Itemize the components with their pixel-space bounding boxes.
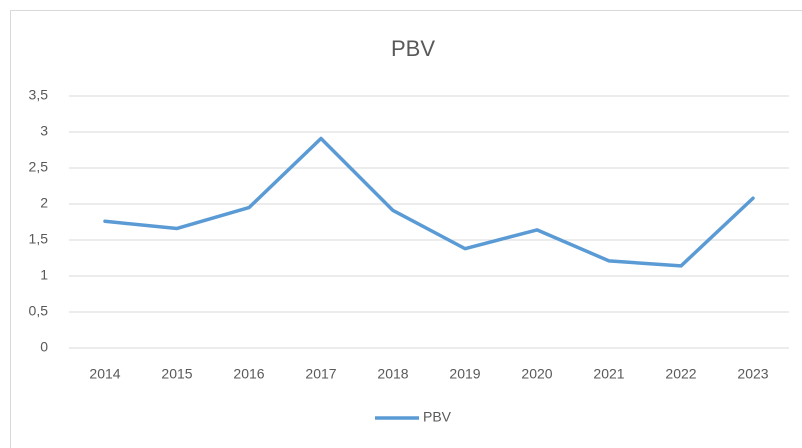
y-tick-label: 0,5 — [29, 303, 49, 319]
y-tick-label: 0 — [40, 339, 48, 355]
x-tick-label: 2017 — [305, 366, 336, 382]
x-tick-label: 2019 — [449, 366, 480, 382]
y-tick-label: 3,5 — [29, 87, 49, 103]
legend-label: PBV — [423, 409, 452, 425]
y-tick-label: 2 — [40, 195, 48, 211]
x-tick-label: 2021 — [593, 366, 624, 382]
x-tick-label: 2020 — [521, 366, 552, 382]
y-tick-label: 2,5 — [29, 159, 49, 175]
x-tick-label: 2014 — [89, 366, 120, 382]
y-tick-label: 1 — [40, 267, 48, 283]
chart-border — [10, 10, 802, 448]
x-tick-label: 2023 — [737, 366, 768, 382]
x-tick-label: 2022 — [665, 366, 696, 382]
y-tick-label: 1,5 — [29, 231, 49, 247]
y-tick-label: 3 — [40, 123, 48, 139]
x-tick-label: 2015 — [161, 366, 192, 382]
line-series — [103, 136, 755, 268]
x-tick-label: 2016 — [233, 366, 264, 382]
x-tick-label: 2018 — [377, 366, 408, 382]
chart-title: PBV — [391, 36, 435, 61]
